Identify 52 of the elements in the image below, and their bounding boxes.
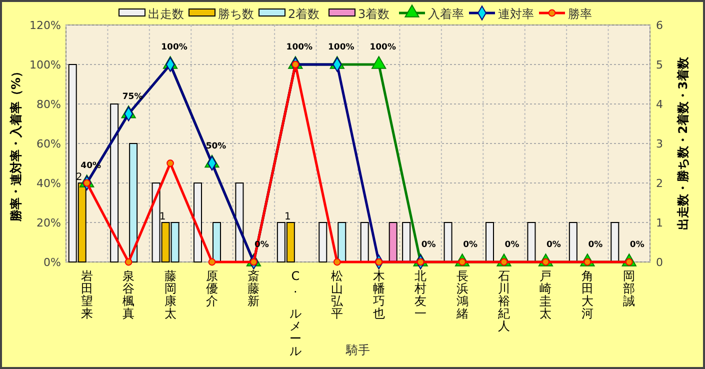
x-tick-label: 木幡巧也 (372, 269, 385, 320)
y-tick-label: 0% (44, 256, 61, 269)
data-label: 50% (206, 141, 227, 152)
data-label: 100% (328, 42, 355, 52)
legend-label: 勝ち数 (218, 7, 254, 21)
legend-label: 入着率 (428, 7, 464, 21)
legend-label: 3着数 (358, 7, 390, 21)
data-label: 1 (284, 212, 291, 222)
y-tick-label: 20% (36, 216, 61, 230)
y2-tick-label: 5 (656, 58, 663, 72)
x-tick-label: 角田大河 (581, 269, 594, 320)
y2-tick-label: 0 (656, 256, 663, 269)
x-tick-label: 長浜鴻緒 (455, 269, 468, 320)
y2-tick-label: 1 (656, 216, 663, 230)
data-label: 0% (588, 240, 604, 250)
legend-label: 出走数 (148, 7, 184, 21)
data-label: 0% (463, 240, 478, 250)
y2-axis-title: 出走数・勝ち数・2着数・3着数 (676, 56, 690, 230)
legend-label: 連対率 (498, 7, 534, 21)
data-label: 0% (504, 240, 520, 250)
x-tick-label: 戸崎圭太 (540, 269, 552, 320)
data-label: 75% (122, 92, 144, 102)
data-label: 100% (161, 42, 188, 52)
x-tick-label: 北村友一 (414, 269, 427, 320)
data-label: 0% (546, 240, 562, 250)
data-label: 1 (159, 212, 166, 222)
y-tick-label: 100% (30, 58, 61, 72)
x-tick-label: 松山弘平 (331, 269, 344, 320)
x-tick-label: 岩田望来 (80, 269, 93, 320)
y2-tick-label: 3 (656, 138, 663, 150)
x-tick-label: 藤岡康太 (164, 269, 176, 320)
x-axis-title: 騎手 (345, 343, 370, 357)
x-tick-label: 斎藤新 (248, 269, 260, 308)
legend-label: 2着数 (288, 7, 320, 21)
legend-label: 勝率 (568, 7, 592, 21)
y2-tick-label: 4 (656, 98, 663, 111)
data-label: 100% (370, 42, 396, 52)
data-label: 0% (630, 240, 645, 250)
x-tick-label: 原優介 (206, 269, 218, 308)
y2-tick-label: 2 (656, 177, 663, 190)
y2-tick-label: 6 (656, 19, 663, 32)
data-label: 100% (286, 42, 314, 52)
y-tick-label: 80% (36, 98, 61, 111)
y-axis-title: 勝率・連対率・入着率（%） (9, 65, 23, 223)
x-tick-label: C. ルメール (289, 269, 302, 358)
y-tick-label: 120% (30, 19, 61, 32)
x-tick-label: 石川裕紀人 (498, 269, 510, 333)
data-label: 0% (421, 240, 436, 250)
x-tick-label: 岡部誠 (623, 269, 636, 308)
y-tick-label: 60% (36, 138, 61, 150)
x-tick-label: 泉谷楓真 (122, 269, 135, 320)
y-tick-label: 40% (36, 177, 61, 190)
